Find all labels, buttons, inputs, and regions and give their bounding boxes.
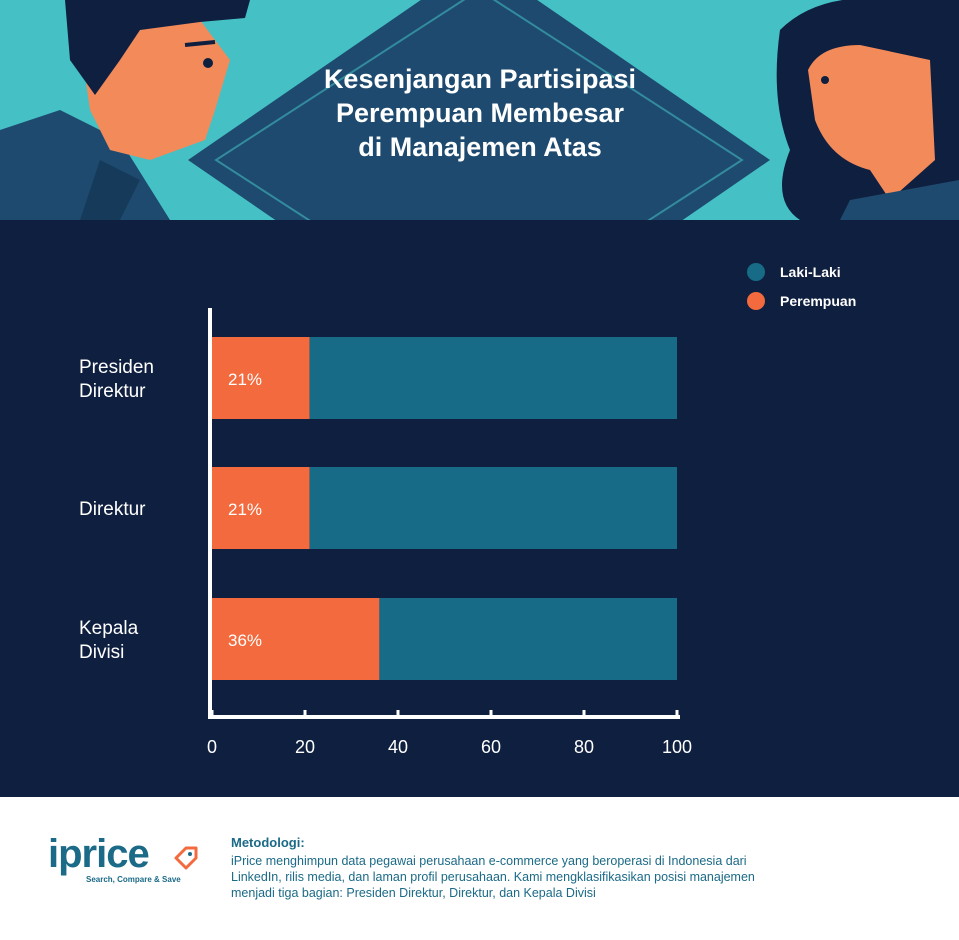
bar-perempuan bbox=[212, 337, 310, 419]
bar-chart: 0 20 40 60 80 100 21% Presiden Direktur 21% Direkt… bbox=[79, 263, 856, 757]
logo-tagline: Search, Compare & Save bbox=[86, 875, 181, 884]
data-label: 21% bbox=[228, 370, 262, 389]
bar-perempuan bbox=[212, 467, 310, 549]
category-label: Direktur bbox=[79, 499, 146, 520]
iprice-logo: iprice Search, Compare & Save bbox=[48, 832, 218, 892]
legend-swatch bbox=[747, 263, 765, 281]
price-tag-icon bbox=[174, 846, 198, 870]
methodology-title: Metodologi: bbox=[231, 835, 305, 850]
chart-title: Kesenjangan Partisipasi Perempuan Membes… bbox=[323, 64, 637, 162]
header-banner: Kesenjangan Partisipasi Perempuan Membes… bbox=[0, 0, 959, 220]
data-label: 36% bbox=[228, 631, 262, 650]
legend-label: Perempuan bbox=[780, 293, 856, 309]
category-label: Kepala Divisi bbox=[79, 618, 139, 663]
woman-illustration-icon bbox=[776, 0, 959, 220]
x-tick-label: 100 bbox=[662, 737, 692, 757]
x-tick-label: 60 bbox=[481, 737, 501, 757]
bar-laki-laki bbox=[309, 467, 677, 549]
legend-swatch bbox=[747, 292, 765, 310]
x-tick-label: 20 bbox=[295, 737, 315, 757]
footer: iprice Search, Compare & Save Metodologi… bbox=[0, 797, 959, 940]
chart-area: 0 20 40 60 80 100 21% Presiden Direktur 21% Direkt… bbox=[0, 220, 959, 797]
man-illustration-icon bbox=[0, 0, 250, 220]
logo-wordmark: iprice bbox=[48, 832, 150, 876]
bar-laki-laki bbox=[309, 337, 677, 419]
data-label: 21% bbox=[228, 500, 262, 519]
header-illustration bbox=[0, 0, 959, 220]
methodology-text: iPrice menghimpun data pegawai perusahaa… bbox=[231, 854, 755, 900]
legend-label: Laki-Laki bbox=[780, 264, 841, 280]
bar-laki-laki bbox=[379, 598, 677, 680]
x-tick-label: 0 bbox=[207, 737, 217, 757]
bar-perempuan bbox=[212, 598, 380, 680]
x-tick-label: 40 bbox=[388, 737, 408, 757]
title-diamond bbox=[188, 0, 770, 220]
category-label: Presiden Direktur bbox=[79, 357, 154, 402]
x-tick-label: 80 bbox=[574, 737, 594, 757]
